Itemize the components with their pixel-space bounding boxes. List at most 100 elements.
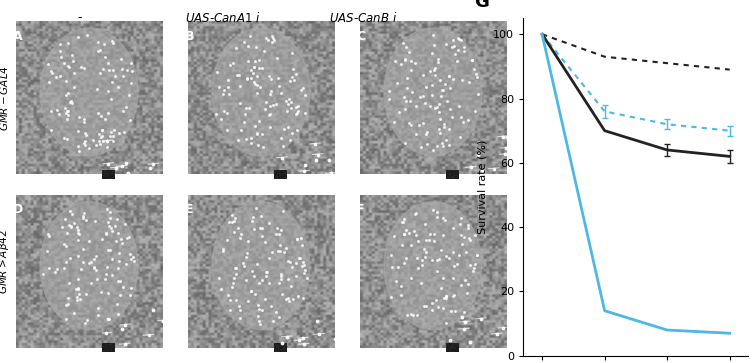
- Point: [92, 48, 104, 54]
- Point: [247, 64, 259, 70]
- Point: [467, 268, 479, 274]
- Point: [240, 277, 253, 283]
- Point: [92, 39, 104, 45]
- Point: [218, 246, 230, 252]
- Point: [88, 256, 101, 262]
- Point: [455, 232, 467, 237]
- Point: [260, 35, 272, 41]
- Point: [113, 258, 125, 264]
- Point: [280, 245, 292, 250]
- Point: [113, 230, 125, 236]
- Point: [432, 59, 445, 65]
- Point: [416, 262, 428, 268]
- Point: [228, 280, 240, 286]
- Point: [291, 236, 303, 242]
- Point: [244, 33, 256, 38]
- Point: [249, 291, 261, 297]
- Point: [451, 58, 463, 64]
- Point: [259, 106, 271, 112]
- Point: [98, 138, 110, 144]
- Point: [211, 69, 223, 75]
- Point: [428, 231, 440, 237]
- Ellipse shape: [384, 28, 482, 156]
- Point: [119, 221, 131, 227]
- Point: [277, 249, 290, 255]
- Point: [440, 321, 452, 326]
- Point: [282, 124, 294, 130]
- Point: [230, 297, 242, 303]
- Point: [54, 73, 67, 79]
- Point: [243, 43, 255, 49]
- Point: [396, 242, 408, 248]
- Point: [432, 126, 445, 132]
- Point: [85, 258, 97, 264]
- Point: [114, 278, 126, 284]
- Point: [222, 219, 234, 225]
- Point: [437, 305, 449, 310]
- Point: [224, 91, 236, 97]
- Point: [229, 215, 241, 221]
- Point: [286, 74, 298, 80]
- Point: [403, 50, 415, 56]
- Point: [56, 224, 68, 230]
- Point: [256, 233, 268, 239]
- Point: [110, 238, 122, 244]
- Point: [385, 253, 397, 258]
- Point: [73, 291, 85, 297]
- Point: [270, 232, 282, 237]
- Point: [429, 105, 442, 110]
- Point: [94, 141, 106, 147]
- Point: [287, 77, 299, 82]
- Point: [268, 37, 280, 42]
- Point: [426, 82, 438, 88]
- Point: [234, 83, 246, 89]
- Point: [437, 275, 449, 281]
- Point: [53, 111, 65, 117]
- Point: [424, 231, 436, 237]
- Point: [253, 306, 265, 311]
- Point: [60, 302, 73, 308]
- Point: [285, 99, 297, 105]
- Point: [233, 72, 245, 78]
- Point: [85, 280, 97, 286]
- Point: [290, 111, 302, 117]
- Point: [72, 128, 84, 134]
- Point: [283, 96, 295, 102]
- Point: [76, 259, 88, 265]
- Point: [432, 56, 444, 62]
- Point: [252, 314, 264, 319]
- Point: [82, 145, 94, 151]
- Point: [267, 318, 279, 324]
- Point: [449, 51, 461, 57]
- Point: [461, 281, 473, 286]
- Point: [116, 66, 128, 72]
- Point: [435, 247, 448, 253]
- Point: [99, 54, 111, 60]
- Y-axis label: Survival rate (%): Survival rate (%): [478, 140, 488, 234]
- Point: [264, 111, 276, 117]
- Point: [103, 317, 115, 322]
- Point: [110, 301, 122, 307]
- Point: [62, 108, 74, 114]
- Point: [415, 144, 427, 150]
- Point: [217, 91, 229, 97]
- Point: [435, 285, 448, 291]
- Point: [398, 231, 411, 237]
- Point: [63, 222, 75, 228]
- Point: [401, 75, 414, 81]
- Point: [401, 312, 414, 318]
- Point: [101, 230, 113, 236]
- Point: [65, 224, 77, 230]
- Point: [41, 248, 53, 253]
- Point: [81, 32, 93, 38]
- Point: [464, 237, 476, 243]
- Point: [283, 298, 295, 304]
- Point: [426, 50, 438, 56]
- Point: [112, 84, 124, 90]
- Point: [79, 142, 91, 148]
- Point: [412, 265, 424, 271]
- Point: [237, 261, 249, 266]
- Point: [92, 305, 104, 311]
- Point: [285, 283, 297, 289]
- Point: [466, 58, 479, 64]
